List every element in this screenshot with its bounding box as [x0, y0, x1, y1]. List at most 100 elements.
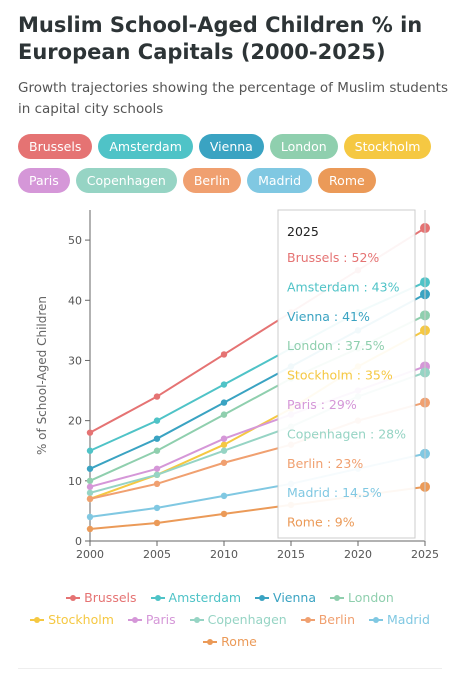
legend-marker [330, 593, 344, 603]
chart-subtitle: Growth trajectories showing the percenta… [18, 80, 449, 117]
tooltip-item: Paris : 29% [287, 397, 357, 412]
data-point-madrid [220, 492, 228, 500]
data-point-madrid [153, 504, 161, 512]
tooltip-item: Berlin : 23% [287, 456, 363, 471]
data-point-berlin [86, 495, 94, 503]
legend-marker [150, 593, 165, 603]
tooltip-box [277, 209, 416, 539]
chip-paris[interactable]: Paris [18, 168, 70, 193]
data-point-paris [86, 483, 94, 491]
chart-legend: Brussels Amsterdam Vienna London Stockho… [0, 588, 460, 654]
legend-label: London [348, 590, 394, 605]
legend-row-3: Rome [0, 632, 460, 651]
chip-copenhagen[interactable]: Copenhagen [75, 168, 177, 193]
legend-label: Stockholm [48, 612, 114, 627]
data-point-vienna [153, 435, 161, 442]
city-filter-chips: Brussels Amsterdam Vienna London Stockho… [18, 134, 448, 202]
chip-vienna[interactable]: Vienna [198, 134, 264, 159]
data-point-berlin [153, 480, 161, 488]
legend-label: Berlin [318, 612, 355, 627]
legend-item-madrid[interactable]: Madrid [369, 612, 430, 627]
chip-brussels[interactable]: Brussels [18, 134, 93, 159]
legend-marker [66, 593, 81, 603]
y-tick-label: 10 [68, 475, 82, 488]
legend-marker [203, 637, 218, 647]
data-point-rome [220, 510, 228, 518]
legend-label: Paris [145, 612, 176, 627]
data-point-rome [86, 525, 94, 533]
divider [18, 668, 442, 669]
legend-label: Amsterdam [168, 590, 242, 605]
data-point-copenhagen [220, 447, 228, 454]
data-point-vienna [86, 465, 94, 472]
legend-item-stockholm[interactable]: Stockholm [30, 612, 114, 627]
y-tick-label: 50 [68, 234, 82, 247]
legend-item-rome[interactable]: Rome [203, 634, 257, 649]
legend-item-vienna[interactable]: Vienna [255, 590, 316, 605]
chip-madrid[interactable]: Madrid [247, 168, 313, 193]
data-point-stockholm [220, 441, 228, 448]
data-point-london [86, 477, 94, 485]
data-point-rome [153, 519, 161, 527]
legend-item-brussels[interactable]: Brussels [66, 590, 137, 605]
legend-label: Madrid [387, 612, 430, 627]
data-point-amsterdam [86, 447, 94, 454]
data-point-brussels [220, 351, 228, 358]
y-tick-label: 40 [68, 294, 82, 307]
legend-marker [300, 615, 315, 625]
chip-berlin[interactable]: Berlin [182, 168, 242, 193]
chip-row-1: Brussels Amsterdam Vienna London Stockho… [18, 134, 448, 159]
x-tick-label: 2015 [277, 548, 305, 561]
x-tick-label: 2000 [76, 548, 104, 561]
legend-marker [255, 593, 270, 603]
legend-marker [369, 615, 383, 625]
legend-item-amsterdam[interactable]: Amsterdam [150, 590, 242, 605]
legend-item-paris[interactable]: Paris [127, 612, 176, 627]
chip-rome[interactable]: Rome [318, 168, 376, 193]
legend-label: Copenhagen [207, 612, 287, 627]
data-point-london [153, 447, 161, 454]
tooltip-item: Stockholm : 35% [287, 368, 393, 383]
legend-row-1: Brussels Amsterdam Vienna London [0, 588, 460, 607]
tooltip-item: London : 37.5% [287, 338, 385, 353]
data-point-amsterdam [220, 381, 228, 388]
tooltip-item: Brussels : 52% [287, 250, 379, 265]
y-tick-label: 0 [75, 535, 82, 548]
data-point-brussels [153, 393, 161, 400]
chart-title: Muslim School-Aged Children % in Europea… [18, 13, 423, 64]
x-tick-label: 2020 [344, 548, 372, 561]
legend-row-2: Stockholm Paris Copenhagen Berlin Madrid [0, 610, 460, 629]
data-point-paris [153, 465, 161, 472]
legend-item-london[interactable]: London [330, 590, 394, 605]
legend-marker [30, 615, 45, 625]
tooltip-item: Rome : 9% [287, 515, 355, 530]
x-tick-label: 2005 [143, 548, 171, 561]
chip-row-2: Paris Copenhagen Berlin Madrid Rome [18, 168, 448, 193]
chip-london[interactable]: London [269, 134, 338, 159]
data-point-copenhagen [86, 489, 94, 497]
legend-label: Brussels [84, 590, 137, 605]
data-point-copenhagen [153, 471, 161, 478]
data-point-amsterdam [153, 417, 161, 424]
data-point-madrid [86, 513, 94, 521]
tooltip-item: Copenhagen : 28% [287, 426, 406, 441]
chip-amsterdam[interactable]: Amsterdam [98, 134, 193, 159]
x-tick-label: 2025 [411, 548, 439, 561]
legend-label: Rome [221, 634, 257, 649]
data-point-brussels [86, 429, 94, 436]
legend-item-copenhagen[interactable]: Copenhagen [189, 612, 287, 627]
x-tick-label: 2010 [210, 548, 238, 561]
tooltip-title: 2025 [287, 224, 319, 239]
data-point-london [220, 411, 228, 418]
chip-stockholm[interactable]: Stockholm [343, 134, 432, 159]
data-point-vienna [220, 399, 228, 406]
line-chart: 0 10 20 30 40 50 2000 2005 2010 2015 2020 2025 % of … [35, 209, 439, 561]
y-tick-label: 20 [68, 415, 82, 428]
tooltip-item: Amsterdam : 43% [287, 279, 400, 294]
legend-item-berlin[interactable]: Berlin [300, 612, 355, 627]
y-axis-label: % of School-Aged Children [35, 296, 49, 455]
data-point-paris [220, 435, 228, 442]
legend-label: Vienna [273, 590, 316, 605]
tooltip-item: Vienna : 41% [287, 309, 370, 324]
tooltip-item: Madrid : 14.5% [287, 485, 382, 500]
